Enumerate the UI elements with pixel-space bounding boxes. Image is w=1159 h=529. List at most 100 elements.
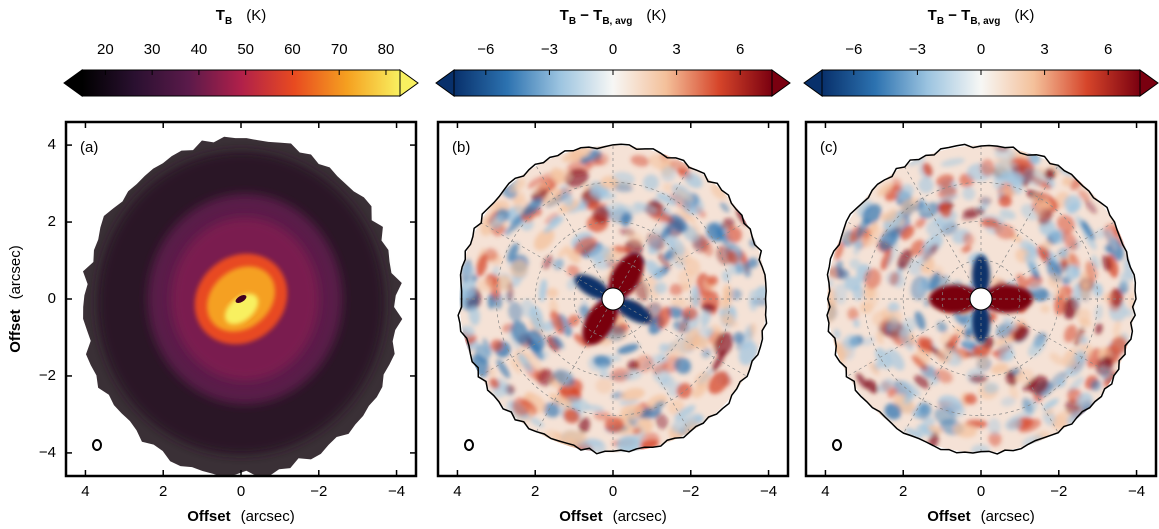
blob — [507, 243, 519, 263]
blob — [878, 378, 894, 393]
blob — [980, 159, 995, 176]
blob — [517, 352, 533, 372]
blob — [1054, 294, 1066, 316]
blob — [849, 258, 861, 270]
blob — [646, 260, 663, 281]
mask — [601, 287, 625, 311]
blob — [993, 157, 1013, 167]
blob — [922, 162, 933, 177]
x-tick-label: 4 — [821, 483, 829, 500]
blob — [548, 393, 572, 408]
blob — [632, 427, 642, 435]
blob — [674, 357, 692, 375]
x-tick-label: 2 — [159, 483, 167, 500]
colorbar-tick-label: 0 — [609, 41, 617, 58]
colorbar-arrow — [399, 69, 419, 97]
colorbar-tick-label: 30 — [144, 41, 161, 58]
blob — [700, 239, 714, 257]
blob — [1105, 229, 1117, 250]
blob — [1005, 418, 1022, 431]
colorbar-title-part: B — [225, 16, 232, 27]
blob — [522, 197, 544, 217]
blob — [1120, 272, 1130, 288]
blob — [1094, 304, 1104, 321]
blob — [923, 298, 930, 308]
blob — [998, 194, 1012, 208]
blob — [459, 264, 476, 277]
blob — [593, 355, 612, 368]
colorbar-tick-label: 80 — [378, 41, 395, 58]
blob — [627, 359, 639, 371]
blob — [919, 338, 933, 350]
blob — [1002, 187, 1017, 197]
blob — [948, 333, 960, 348]
blob — [725, 226, 743, 243]
beam — [832, 439, 842, 451]
colorbar-tick-label: −3 — [541, 41, 558, 58]
blob — [1016, 368, 1034, 384]
blob — [674, 187, 694, 202]
blob — [585, 404, 605, 412]
colorbar-tick-label: 3 — [1040, 41, 1048, 58]
x-label-text: Offset — [559, 508, 602, 525]
blob — [886, 271, 902, 286]
blob — [669, 283, 683, 296]
blob — [648, 154, 672, 170]
colorbar-tick-label: 60 — [284, 41, 301, 58]
contour — [457, 143, 768, 455]
blob — [887, 388, 898, 399]
colorbar — [81, 69, 401, 97]
blob — [878, 228, 898, 252]
blob — [937, 348, 953, 364]
blob — [961, 212, 977, 221]
blob — [633, 202, 658, 214]
blob — [512, 397, 531, 416]
image — [826, 143, 1137, 455]
blob — [1062, 348, 1079, 368]
blob — [901, 380, 921, 397]
blob — [1124, 308, 1134, 318]
blob — [856, 372, 869, 389]
blob — [917, 248, 932, 266]
colorbar-tick-label: 20 — [97, 41, 114, 58]
blob — [1081, 336, 1088, 345]
colorbar-tick-label: 70 — [331, 41, 348, 58]
x-tick-label: 0 — [237, 483, 245, 500]
blob — [1107, 289, 1122, 312]
blob — [1063, 324, 1077, 343]
blob — [578, 198, 588, 212]
blob — [999, 209, 1016, 220]
colorbar-title: TB − TB, avg (K) — [928, 7, 1035, 27]
blob — [483, 248, 498, 261]
polar-grid — [612, 221, 747, 300]
beam — [464, 439, 474, 451]
blob — [642, 174, 659, 191]
blob — [1005, 371, 1017, 387]
blob — [833, 283, 848, 305]
blob — [1082, 222, 1095, 241]
blob — [544, 212, 560, 225]
mask — [969, 287, 993, 311]
blob — [1063, 297, 1080, 319]
blob — [509, 178, 526, 193]
blob — [508, 301, 523, 322]
blob — [639, 406, 661, 420]
image — [457, 143, 768, 455]
x-tick-label: −2 — [310, 483, 327, 500]
blob — [1061, 257, 1069, 266]
blob — [963, 327, 974, 339]
blob — [913, 375, 930, 389]
x-label: Offset (arcsec) — [559, 508, 667, 525]
blob — [1080, 271, 1091, 290]
blob — [684, 172, 703, 189]
blob — [1056, 214, 1075, 234]
blob — [871, 310, 890, 327]
blob — [969, 374, 988, 384]
blob — [676, 382, 693, 399]
blob — [1079, 318, 1092, 328]
polar-grid — [903, 165, 982, 300]
panel-label: (c) — [820, 139, 838, 156]
blob — [721, 270, 731, 283]
blob — [604, 416, 625, 433]
